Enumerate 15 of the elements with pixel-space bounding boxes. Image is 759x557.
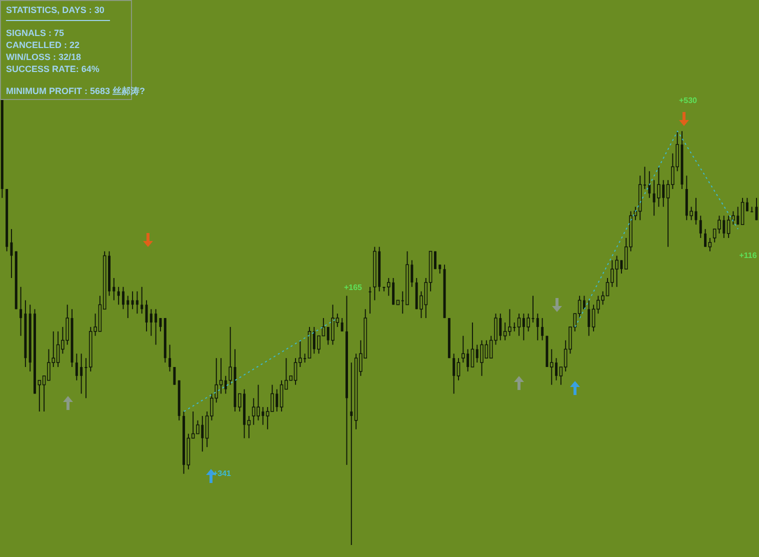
text: MINIMUM PROFIT : 5683 丝郝涛? bbox=[6, 85, 146, 97]
chart-title: STATISTICS, DAYS : 30 bbox=[6, 4, 106, 16]
annotation: +165 bbox=[344, 283, 363, 292]
candlestick bbox=[644, 166, 646, 189]
candlestick bbox=[368, 286, 372, 314]
candlestick bbox=[84, 358, 88, 398]
annotation: +530 bbox=[678, 96, 698, 105]
text: WIN/LOSS : 32/18 bbox=[6, 51, 82, 63]
text: SUCCESS RATE: 64% bbox=[6, 63, 100, 75]
candlestick bbox=[350, 362, 353, 545]
candlestick bbox=[750, 206, 754, 212]
annotation: +341 bbox=[212, 469, 232, 478]
text: CANCELLED : 22 bbox=[6, 39, 81, 51]
text: SIGNALS : 75 bbox=[6, 27, 66, 39]
annotation: +116 bbox=[739, 251, 758, 260]
